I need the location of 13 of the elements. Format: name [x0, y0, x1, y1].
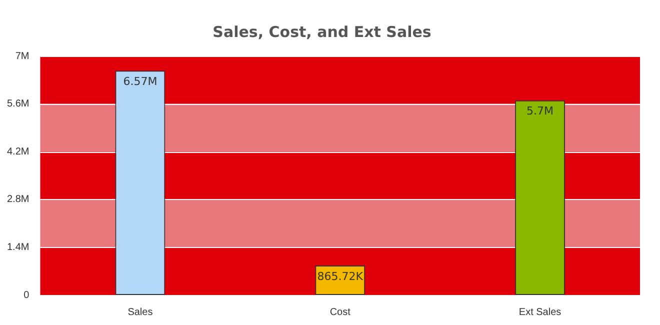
y-tick-label: 5.6M	[6, 98, 30, 110]
y-tick-label: 1.4M	[6, 242, 30, 253]
data-label: 865.72K	[317, 270, 364, 283]
x-tick-label: Sales	[128, 306, 153, 318]
x-tick-label: Cost	[330, 306, 351, 318]
chart-title: Sales, Cost, and Ext Sales	[212, 22, 432, 41]
data-label: 6.57M	[123, 75, 158, 88]
y-tick-label: 0	[24, 290, 30, 301]
data-label: 5.7M	[526, 104, 554, 118]
x-tick-label: Ext Sales	[518, 306, 562, 318]
y-tick-label: 7M	[15, 50, 30, 62]
y-tick-label: 4.2M	[6, 146, 30, 158]
y-tick-label: 2.8M	[6, 194, 30, 206]
